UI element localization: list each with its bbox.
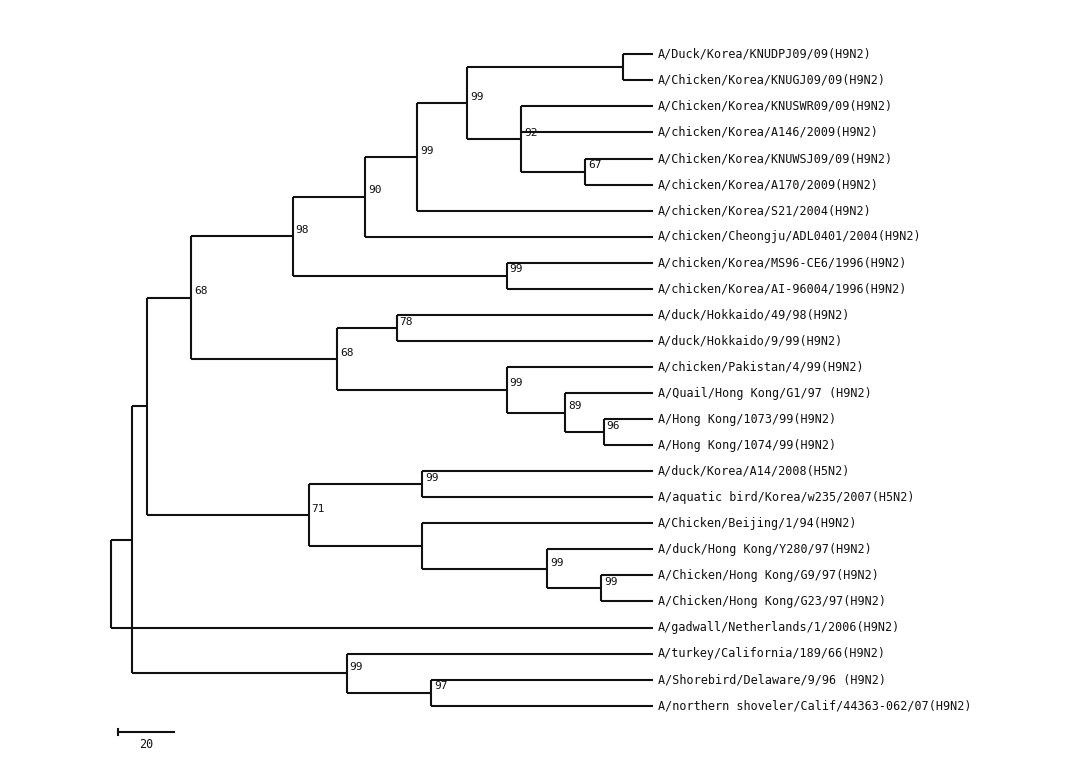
Text: 99: 99 (550, 558, 563, 568)
Text: 99: 99 (421, 146, 433, 156)
Text: A/chicken/Korea/MS96-CE6/1996(H9N2): A/chicken/Korea/MS96-CE6/1996(H9N2) (658, 256, 907, 269)
Text: A/turkey/California/189/66(H9N2): A/turkey/California/189/66(H9N2) (658, 647, 885, 660)
Text: A/chicken/Pakistan/4/99(H9N2): A/chicken/Pakistan/4/99(H9N2) (658, 360, 864, 373)
Text: 92: 92 (524, 128, 538, 138)
Text: A/duck/Hokkaido/9/99(H9N2): A/duck/Hokkaido/9/99(H9N2) (658, 334, 843, 347)
Text: 99: 99 (350, 662, 363, 672)
Text: 68: 68 (194, 287, 207, 296)
Text: A/Quail/Hong Kong/G1/97 (H9N2): A/Quail/Hong Kong/G1/97 (H9N2) (658, 387, 871, 400)
Text: A/duck/Hokkaido/49/98(H9N2): A/duck/Hokkaido/49/98(H9N2) (658, 309, 850, 321)
Text: 98: 98 (296, 225, 309, 235)
Text: 99: 99 (510, 264, 524, 274)
Text: A/duck/Hong Kong/Y280/97(H9N2): A/duck/Hong Kong/Y280/97(H9N2) (658, 543, 871, 556)
Text: A/Chicken/Hong Kong/G23/97(H9N2): A/Chicken/Hong Kong/G23/97(H9N2) (658, 595, 885, 608)
Text: 99: 99 (510, 378, 524, 388)
Text: A/Duck/Korea/KNUDPJ09/09(H9N2): A/Duck/Korea/KNUDPJ09/09(H9N2) (658, 48, 871, 61)
Text: A/Chicken/Hong Kong/G9/97(H9N2): A/Chicken/Hong Kong/G9/97(H9N2) (658, 569, 879, 582)
Text: A/northern shoveler/Calif/44363-062/07(H9N2): A/northern shoveler/Calif/44363-062/07(H… (658, 699, 971, 712)
Text: 99: 99 (470, 92, 484, 102)
Text: A/Chicken/Korea/KNUSWR09/09(H9N2): A/Chicken/Korea/KNUSWR09/09(H9N2) (658, 100, 893, 113)
Text: 68: 68 (340, 347, 353, 357)
Text: 96: 96 (606, 421, 620, 431)
Text: 89: 89 (568, 401, 582, 411)
Text: 97: 97 (435, 682, 447, 692)
Text: 20: 20 (138, 738, 153, 752)
Text: A/Hong Kong/1074/99(H9N2): A/Hong Kong/1074/99(H9N2) (658, 439, 836, 451)
Text: A/chicken/Cheongju/ADL0401/2004(H9N2): A/chicken/Cheongju/ADL0401/2004(H9N2) (658, 230, 922, 243)
Text: 71: 71 (312, 504, 325, 514)
Text: A/chicken/Korea/A170/2009(H9N2): A/chicken/Korea/A170/2009(H9N2) (658, 178, 879, 191)
Text: A/Chicken/Beijing/1/94(H9N2): A/Chicken/Beijing/1/94(H9N2) (658, 517, 857, 530)
Text: 90: 90 (368, 185, 382, 195)
Text: 99: 99 (425, 473, 439, 483)
Text: A/Hong Kong/1073/99(H9N2): A/Hong Kong/1073/99(H9N2) (658, 413, 836, 426)
Text: 67: 67 (588, 160, 601, 170)
Text: A/Chicken/Korea/KNUGJ09/09(H9N2): A/Chicken/Korea/KNUGJ09/09(H9N2) (658, 74, 885, 87)
Text: A/Shorebird/Delaware/9/96 (H9N2): A/Shorebird/Delaware/9/96 (H9N2) (658, 673, 885, 686)
Text: A/chicken/Korea/AI-96004/1996(H9N2): A/chicken/Korea/AI-96004/1996(H9N2) (658, 282, 907, 296)
Text: A/duck/Korea/A14/2008(H5N2): A/duck/Korea/A14/2008(H5N2) (658, 464, 850, 478)
Text: A/aquatic bird/Korea/w235/2007(H5N2): A/aquatic bird/Korea/w235/2007(H5N2) (658, 491, 914, 504)
Text: 78: 78 (399, 317, 413, 327)
Text: 99: 99 (604, 577, 617, 587)
Text: A/gadwall/Netherlands/1/2006(H9N2): A/gadwall/Netherlands/1/2006(H9N2) (658, 621, 900, 634)
Text: A/chicken/Korea/A146/2009(H9N2): A/chicken/Korea/A146/2009(H9N2) (658, 126, 879, 139)
Text: A/Chicken/Korea/KNUWSJ09/09(H9N2): A/Chicken/Korea/KNUWSJ09/09(H9N2) (658, 152, 893, 165)
Text: A/chicken/Korea/S21/2004(H9N2): A/chicken/Korea/S21/2004(H9N2) (658, 204, 871, 217)
